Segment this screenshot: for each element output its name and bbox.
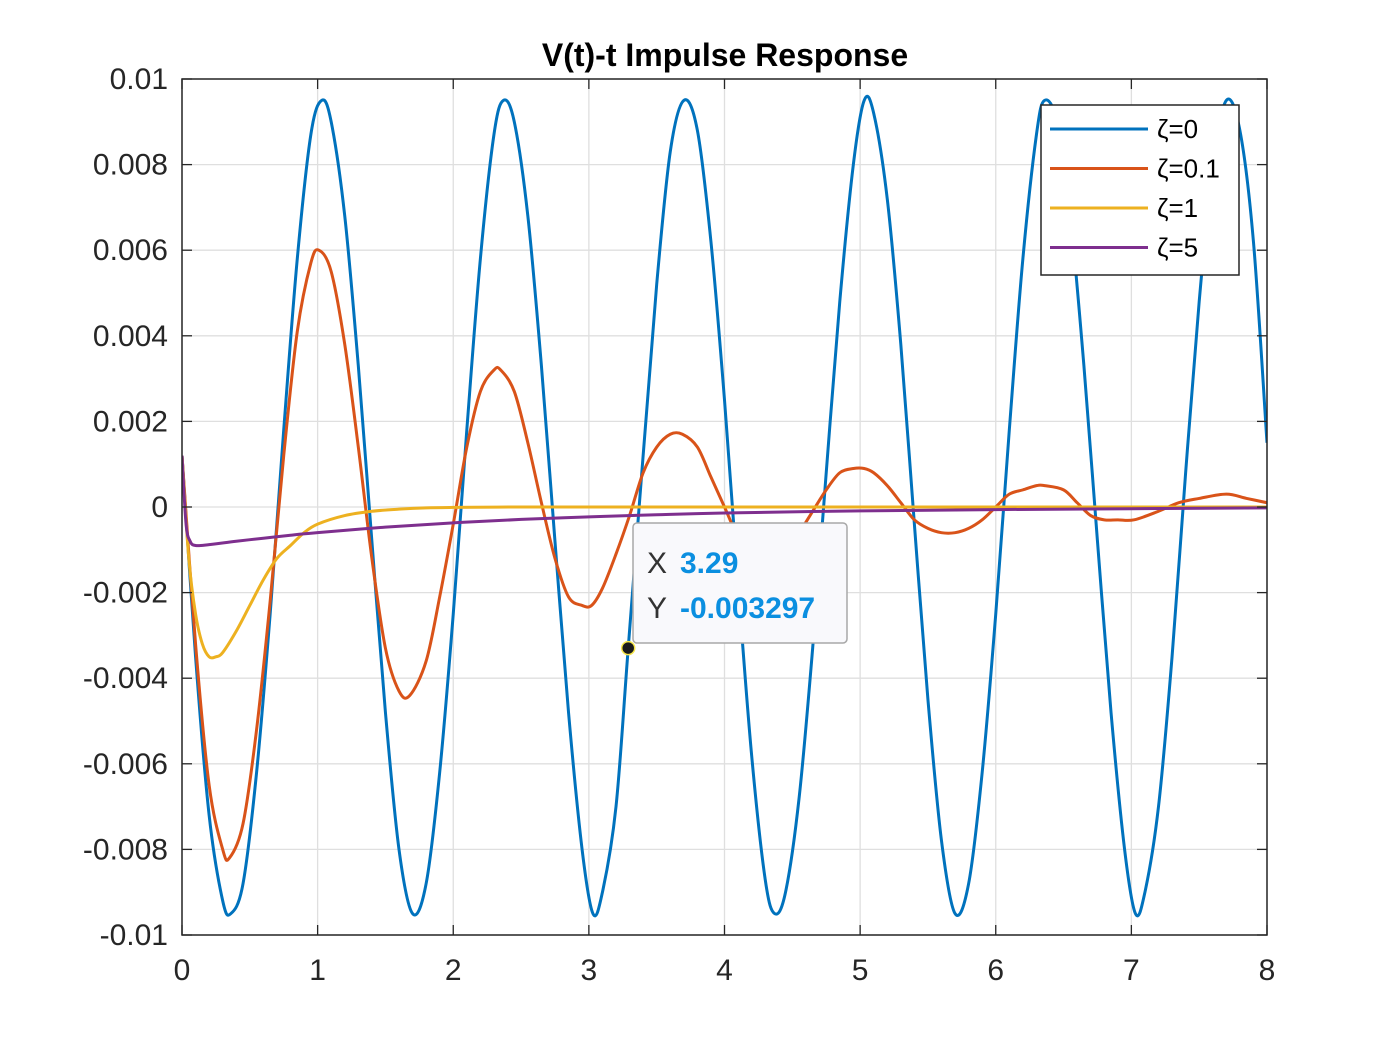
datatip-box bbox=[632, 522, 848, 644]
chart-title: V(t)-t Impulse Response bbox=[542, 37, 908, 73]
y-tick-label: -0.002 bbox=[83, 577, 168, 610]
x-tick-label: 6 bbox=[987, 954, 1004, 987]
y-tick-label: 0.002 bbox=[93, 405, 168, 438]
y-tick-label: -0.006 bbox=[83, 748, 168, 781]
x-tick-label: 5 bbox=[852, 954, 869, 987]
legend-entry-label: ζ=0.1 bbox=[1157, 154, 1220, 184]
y-tick-label: 0 bbox=[151, 491, 168, 524]
x-tick-label: 7 bbox=[1123, 954, 1140, 987]
series-line-1 bbox=[182, 248, 1267, 862]
datatip-x-label: X bbox=[647, 547, 667, 580]
y-tick-label: 0.01 bbox=[110, 63, 168, 96]
legend-entry-label: ζ=0 bbox=[1157, 114, 1198, 144]
x-tick-label: 4 bbox=[716, 954, 733, 987]
x-tick-label: 2 bbox=[445, 954, 462, 987]
x-tick-label: 1 bbox=[309, 954, 326, 987]
y-tick-label: 0.006 bbox=[93, 234, 168, 267]
datatip-y-value: -0.003297 bbox=[680, 592, 815, 625]
y-tick-label: -0.004 bbox=[83, 662, 168, 695]
y-tick-label: 0.004 bbox=[93, 320, 168, 353]
y-tick-label: -0.008 bbox=[83, 833, 168, 866]
legend: ζ=0 ζ=0.1 ζ=1 ζ=5 bbox=[1040, 104, 1240, 276]
x-tick-label: 8 bbox=[1259, 954, 1276, 987]
series-line-2 bbox=[182, 455, 1267, 660]
datatip-x-value: 3.29 bbox=[680, 547, 738, 580]
series-layer bbox=[182, 94, 1267, 918]
datatip-y-label: Y bbox=[647, 592, 667, 625]
series-line-3 bbox=[182, 455, 1267, 548]
axis-ticks: 0 1 2 3 4 5 6 7 8 0.01 0.008 0.006 0.004 0.002 0 -0.002… bbox=[83, 63, 1275, 987]
x-tick-label: 0 bbox=[174, 954, 191, 987]
legend-entry-label: ζ=5 bbox=[1157, 233, 1198, 263]
series-line-0 bbox=[182, 94, 1267, 918]
data-tip[interactable]: X 3.29 Y -0.003297 bbox=[620, 522, 848, 656]
y-tick-label: -0.01 bbox=[100, 919, 168, 952]
x-tick-label: 3 bbox=[581, 954, 598, 987]
datatip-marker[interactable] bbox=[620, 640, 636, 656]
y-tick-label: 0.008 bbox=[93, 149, 168, 182]
legend-entry-label: ζ=1 bbox=[1157, 193, 1198, 223]
